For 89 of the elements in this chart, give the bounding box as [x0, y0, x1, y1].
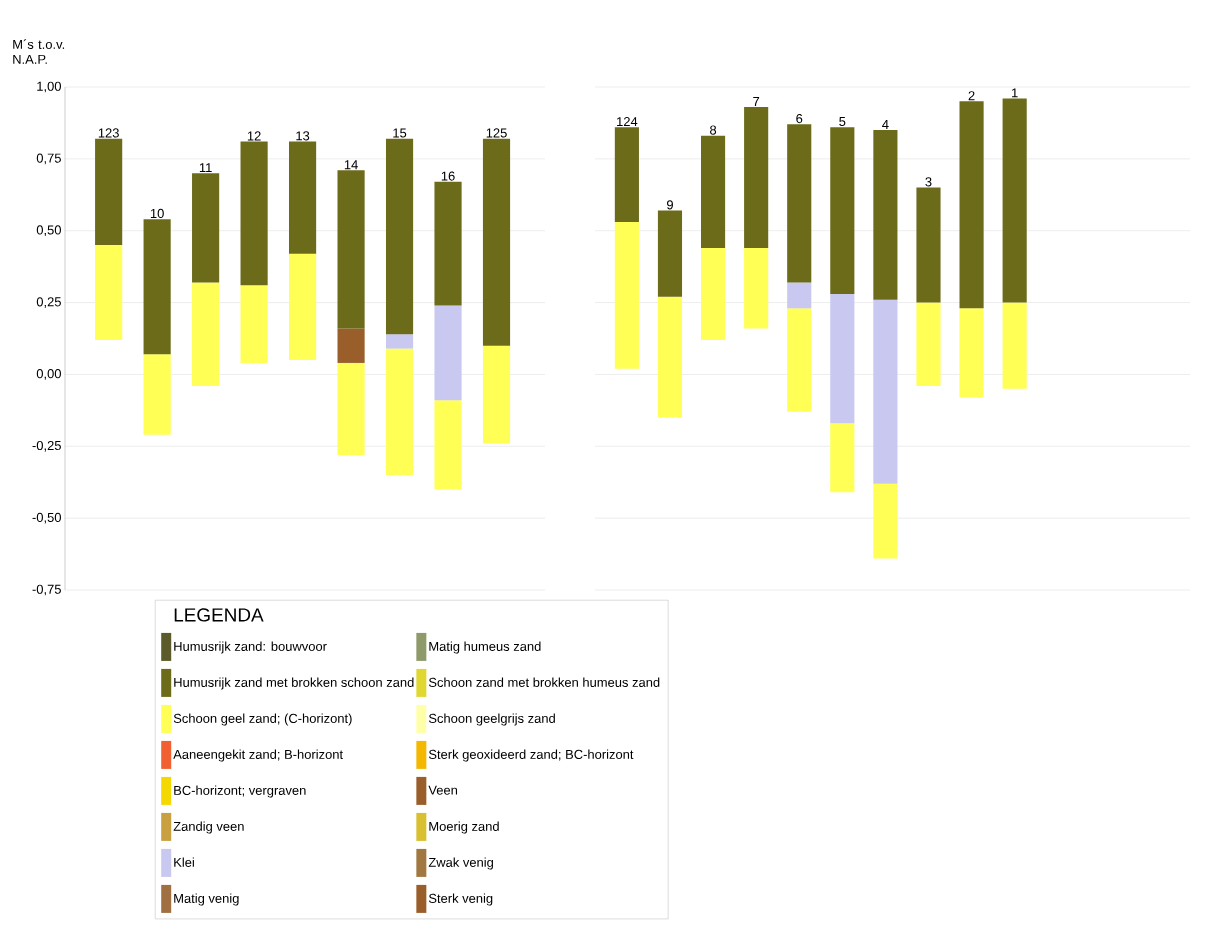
- x-tick-label: 3: [925, 177, 932, 187]
- bar: [337, 328, 365, 363]
- bar: [434, 181, 462, 306]
- bar: [95, 245, 123, 340]
- bar: [1002, 302, 1027, 389]
- bar: [385, 348, 414, 476]
- bar: [143, 354, 171, 435]
- bar: [787, 308, 812, 412]
- x-tick-label: 13: [296, 131, 310, 141]
- bar: [787, 282, 812, 309]
- x-tick-label: 125: [486, 128, 507, 138]
- bar: [873, 130, 898, 300]
- x-tick-label: 6: [796, 114, 803, 124]
- x-tick-label: 11: [199, 163, 212, 173]
- x-tick-label: 12: [247, 131, 261, 141]
- bar: [385, 138, 414, 335]
- bar: [337, 170, 365, 329]
- bar: [916, 187, 941, 303]
- x-tick-label: 8: [710, 125, 717, 135]
- y-tick-label: 0,50: [36, 225, 61, 237]
- legend-label: Schoon geel zand; (C-horizont): [173, 713, 352, 726]
- legend-label: Klei: [174, 857, 194, 867]
- y-tick-label: 0,75: [36, 153, 61, 165]
- bar: [143, 219, 171, 355]
- y-tick-label: -0,75: [32, 584, 61, 596]
- bar: [614, 127, 639, 223]
- bar: [701, 247, 726, 340]
- x-tick-label: 9: [666, 200, 673, 210]
- y-tick-label: -0,50: [32, 512, 61, 524]
- bar: [873, 483, 898, 559]
- x-tick-label: 16: [441, 171, 455, 181]
- y-tick-label: -0,25: [32, 440, 61, 452]
- bar: [959, 101, 984, 309]
- bar: [240, 141, 268, 286]
- legend-label: Aaneengekit zand; B-horizont: [173, 749, 343, 762]
- bar: [787, 124, 812, 283]
- bar: [657, 296, 683, 418]
- legend-label: BC-horizont; vergraven: [174, 785, 306, 798]
- bar: [830, 423, 855, 493]
- x-tick-label: 14: [344, 160, 358, 170]
- bar: [916, 302, 941, 386]
- bar: [192, 282, 220, 386]
- bar: [701, 135, 726, 248]
- bar: [385, 334, 414, 349]
- bar: [830, 293, 855, 424]
- bar: [192, 173, 220, 283]
- x-tick-label: 124: [617, 117, 638, 127]
- bar: [434, 400, 462, 490]
- x-tick-label: 5: [839, 117, 846, 127]
- x-tick-label: 2: [968, 91, 975, 101]
- bar: [289, 141, 317, 254]
- legend-label: Zandig veen: [173, 821, 244, 834]
- legend-label: Veen: [428, 785, 458, 795]
- legend-label: Zwak venig: [428, 857, 493, 870]
- y-tick-label: 0,00: [36, 369, 61, 380]
- y-axis-title: M´s t.o.v. N.A.P.: [13, 39, 65, 64]
- bar: [289, 253, 317, 361]
- x-tick-label: 123: [98, 128, 119, 138]
- bar: [482, 138, 511, 346]
- bar: [959, 308, 984, 398]
- bar: [337, 362, 365, 455]
- bar: [1002, 98, 1027, 303]
- bar: [830, 127, 855, 294]
- legend-label: Humusrijk zand met brokken schoon zand: [174, 677, 414, 690]
- x-tick-label: 15: [393, 128, 407, 138]
- bar: [434, 305, 462, 401]
- bar: [482, 345, 511, 444]
- y-tick-label: 1,00: [37, 81, 61, 93]
- legend-label: Humusrijk zand: bouwvoor: [174, 641, 327, 654]
- legend-label: Schoon geelgrijs zand: [428, 713, 555, 726]
- bar: [657, 210, 683, 297]
- legend-label: Moerig zand: [429, 821, 499, 834]
- bar: [95, 138, 123, 246]
- bar: [744, 247, 769, 329]
- legend-label: Schoon zand met brokken humeus zand: [428, 677, 660, 687]
- bar: [240, 285, 268, 363]
- legend-label: Matig venig: [174, 893, 239, 906]
- x-tick-label: 7: [753, 97, 760, 106]
- x-tick-label: 10: [150, 208, 164, 219]
- legend-title: LEGENDA: [174, 608, 264, 622]
- y-tick-label: 0,25: [36, 297, 61, 308]
- legend-label: Sterk venig: [428, 893, 493, 906]
- legend-label: Matig humeus zand: [429, 641, 541, 654]
- bar: [744, 107, 769, 248]
- bar: [873, 299, 898, 484]
- x-tick-label: 4: [882, 120, 889, 129]
- legend-label: Sterk geoxideerd zand; BC-horizont: [428, 749, 634, 762]
- x-tick-label: 1: [1012, 88, 1018, 98]
- bar: [614, 222, 639, 369]
